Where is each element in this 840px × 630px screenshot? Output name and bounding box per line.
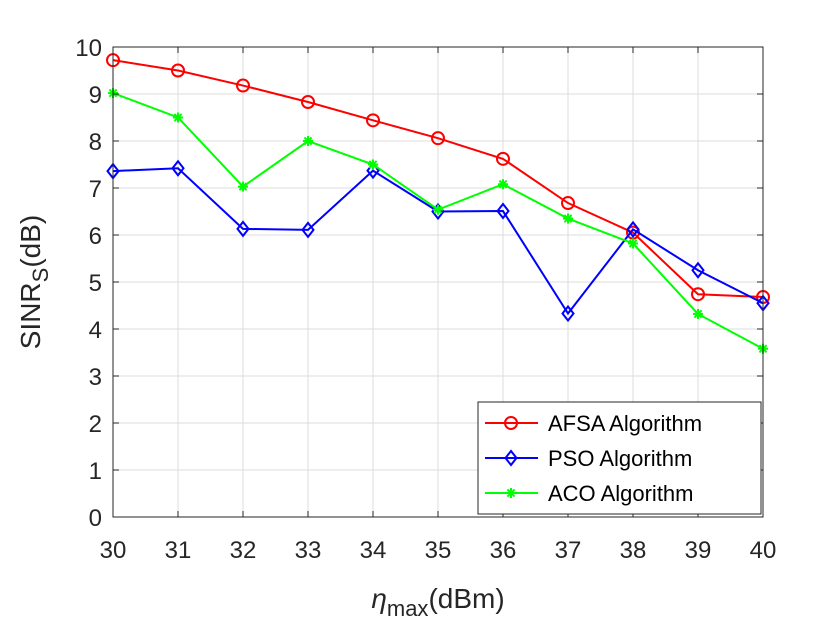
data-point [301, 94, 315, 109]
x-tick-label: 35 [425, 537, 452, 564]
x-tick-label: 37 [555, 537, 582, 564]
legend-entry: AFSA Algorithm [485, 411, 702, 436]
data-point [171, 159, 185, 177]
data-point [691, 287, 705, 302]
legend-label: PSO Algorithm [548, 446, 692, 471]
x-tick-label: 36 [490, 537, 517, 564]
y-axis-label-sub: S [28, 268, 53, 283]
data-point [301, 221, 315, 239]
x-axis-label-unit: (dBm) [428, 583, 504, 614]
x-tick-label: 31 [165, 537, 192, 564]
legend: AFSA Algorithm PSO Algorithm ACO Algorithm [477, 401, 762, 515]
data-point [626, 220, 640, 238]
legend-label: ACO Algorithm [548, 481, 694, 506]
x-axis-label-main: η [371, 583, 387, 614]
data-point [238, 181, 248, 192]
data-point [431, 131, 445, 146]
data-point [498, 179, 508, 190]
series-layer [106, 53, 770, 354]
x-axis-label: ηmax(dBm) [371, 583, 504, 621]
ticks [112, 46, 764, 518]
y-axis-label: SINRS(dB) [15, 215, 53, 350]
data-point [693, 308, 703, 319]
y-tick-label: 7 [89, 176, 102, 203]
legend-marker [504, 416, 518, 430]
data-point [563, 213, 573, 224]
y-tick-label: 4 [89, 317, 102, 344]
y-tick-label: 3 [89, 364, 102, 391]
data-point [173, 112, 183, 123]
x-tick-label: 39 [685, 537, 712, 564]
y-tick-label: 5 [89, 270, 102, 297]
series-line [112, 59, 764, 299]
y-tick-label: 2 [89, 411, 102, 438]
data-point [303, 136, 313, 146]
data-point [368, 159, 378, 170]
legend-label: AFSA Algorithm [548, 411, 702, 436]
data-point [366, 113, 380, 128]
y-axis-label-main: SINR [15, 282, 46, 349]
legend-marker [506, 488, 516, 498]
y-tick-label: 10 [75, 35, 102, 62]
y-tick-label: 6 [89, 223, 102, 250]
x-tick-label: 40 [750, 537, 777, 564]
data-point [496, 151, 510, 166]
data-point [628, 238, 638, 249]
y-tick-label: 0 [89, 505, 102, 532]
x-tick-label: 32 [230, 537, 257, 564]
y-axis-label-unit: (dB) [15, 215, 46, 268]
y-tick-label: 9 [89, 82, 102, 109]
legend-marker [504, 449, 518, 467]
x-tick-label: 34 [360, 537, 387, 564]
y-tick-label: 1 [89, 458, 102, 485]
x-tick-label: 33 [295, 537, 322, 564]
data-point [561, 304, 575, 323]
data-point [691, 261, 705, 279]
x-tick-label: 38 [620, 537, 647, 564]
y-tick-label: 8 [89, 129, 102, 156]
legend-entry: ACO Algorithm [485, 481, 694, 506]
data-point [236, 220, 250, 238]
data-point [496, 202, 510, 220]
legend-entry: PSO Algorithm [485, 446, 692, 471]
data-point [236, 78, 250, 93]
x-axis-label-sub: max [387, 596, 429, 621]
data-point [171, 63, 185, 78]
data-point [366, 161, 380, 180]
data-point [561, 196, 575, 211]
data-point [433, 204, 443, 215]
x-tick-label: 30 [100, 537, 127, 564]
